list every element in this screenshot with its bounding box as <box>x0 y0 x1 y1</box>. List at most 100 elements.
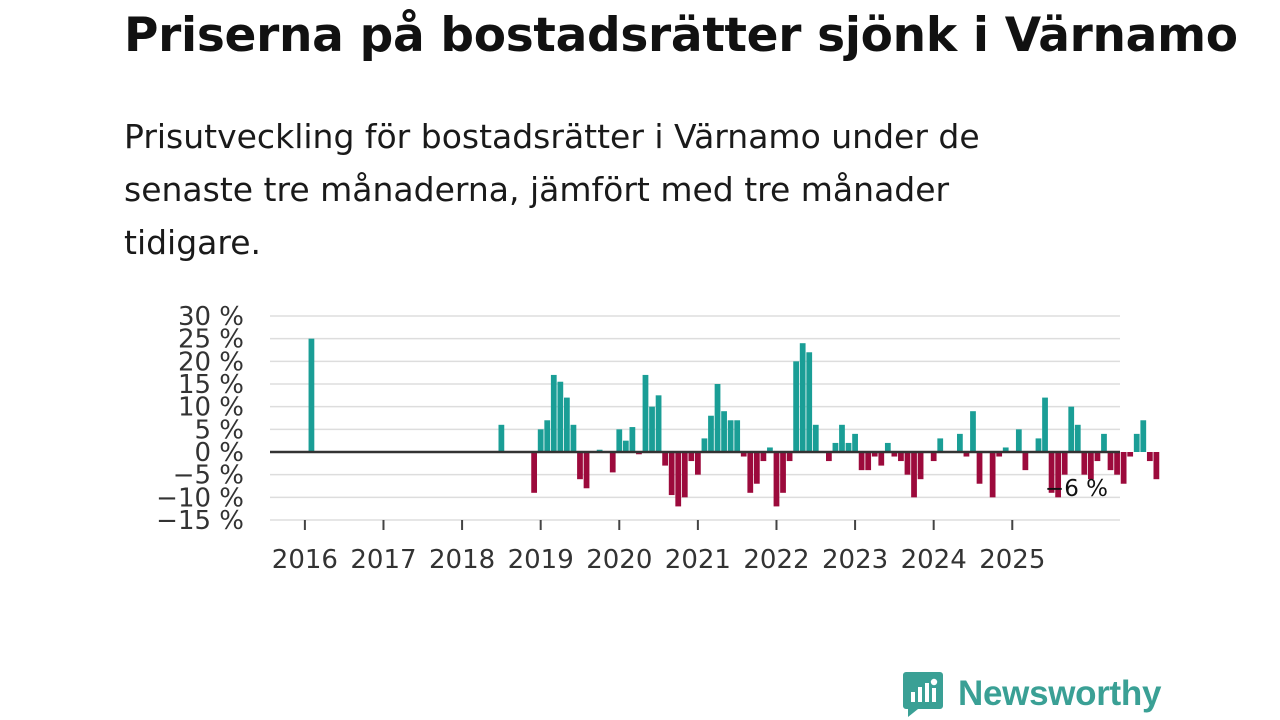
bar <box>917 452 924 480</box>
bar <box>740 452 747 457</box>
bar <box>970 411 976 452</box>
bar <box>727 420 734 452</box>
bar <box>937 438 944 452</box>
bar <box>957 433 963 452</box>
x-tick-label: 2021 <box>665 545 731 575</box>
bar <box>845 442 852 452</box>
bar <box>734 420 741 452</box>
bar <box>622 440 629 452</box>
bar <box>544 420 551 452</box>
bar <box>911 452 917 498</box>
y-tick-label: −5 % <box>173 461 244 491</box>
x-tick-label: 2018 <box>429 545 495 575</box>
y-tick-label: −15 % <box>156 506 244 536</box>
y-tick-label: −10 % <box>156 483 244 513</box>
x-tick-label: 2017 <box>350 545 416 575</box>
bar <box>1088 452 1094 480</box>
bar <box>898 452 904 462</box>
bar <box>498 424 505 452</box>
bar <box>976 452 983 484</box>
bar <box>688 452 695 462</box>
bar <box>1048 452 1055 493</box>
bar <box>537 429 544 452</box>
y-axis-labels: 30 %25 %20 %15 %10 %5 %0 %−5 %−10 %−15 % <box>156 302 244 536</box>
bar <box>793 361 800 452</box>
bar <box>832 442 839 452</box>
bar <box>858 452 865 471</box>
x-tick-label: 2020 <box>586 545 652 575</box>
bar <box>747 452 754 493</box>
chart-subtitle: Prisutveckling för bostadsrätter i Värna… <box>124 117 980 262</box>
bar <box>1068 406 1075 452</box>
bar <box>577 452 583 480</box>
bar <box>629 427 636 452</box>
bar <box>1002 447 1009 452</box>
bar <box>826 452 832 462</box>
bar <box>649 406 655 452</box>
last-value-annotation: −6 % <box>1045 476 1108 502</box>
bar <box>1035 438 1042 452</box>
bar <box>1114 452 1120 475</box>
bar <box>642 374 649 452</box>
bar <box>1127 452 1134 457</box>
bar <box>1133 433 1140 452</box>
bar <box>1107 452 1114 471</box>
x-tick-label: 2022 <box>743 545 809 575</box>
bar <box>557 381 564 452</box>
brand-name: Newsworthy <box>958 674 1162 713</box>
bar <box>963 452 970 457</box>
bar <box>695 452 701 475</box>
bar <box>668 452 675 496</box>
bar <box>616 429 623 452</box>
bar <box>760 452 767 462</box>
bar <box>681 452 688 498</box>
bar <box>570 424 577 452</box>
bar <box>1022 452 1029 471</box>
brand-logo[interactable]: Newsworthy <box>902 668 1161 720</box>
bar <box>753 452 760 484</box>
y-tick-label: 5 % <box>194 415 244 445</box>
bar <box>773 452 780 507</box>
x-tick-label: 2019 <box>508 545 574 575</box>
bar <box>714 384 721 452</box>
bar <box>812 424 819 452</box>
x-tick-label: 2024 <box>901 545 967 575</box>
bar <box>550 374 557 452</box>
bar <box>786 452 793 462</box>
bar <box>996 452 1003 457</box>
bar <box>780 452 786 493</box>
bar <box>930 452 937 462</box>
bar <box>662 452 669 466</box>
bar <box>721 411 727 452</box>
bar <box>655 395 662 452</box>
y-tick-label: 25 % <box>178 325 244 355</box>
bar <box>1140 420 1147 452</box>
bar <box>1094 452 1101 462</box>
y-tick-label: 0 % <box>194 438 244 468</box>
bar <box>839 424 845 452</box>
bar <box>1015 429 1022 452</box>
bars <box>308 338 1160 507</box>
bar <box>1153 452 1160 480</box>
bar <box>799 343 806 452</box>
bar <box>708 415 714 452</box>
bar <box>701 438 708 452</box>
newsworthy-logo-icon <box>903 672 943 717</box>
bar <box>308 338 315 452</box>
bar <box>1055 452 1062 498</box>
y-tick-label: 30 % <box>178 302 244 332</box>
chart-title: Priserna på bostadsrätter sjönk i Värnam… <box>124 8 1238 63</box>
x-axis: 2016 2017 2018 2019 2020 2021 2022 2023 2024 2025 <box>272 520 1045 575</box>
bar <box>1042 397 1048 452</box>
bar <box>675 452 682 507</box>
y-tick-label: 10 % <box>178 393 244 423</box>
bar <box>1120 452 1127 484</box>
bar <box>806 352 813 452</box>
bar <box>767 447 773 452</box>
bar <box>904 452 911 475</box>
bar <box>852 433 858 452</box>
bar <box>878 452 885 466</box>
bar <box>989 452 996 498</box>
bar <box>1101 433 1107 452</box>
bar <box>1146 452 1153 462</box>
